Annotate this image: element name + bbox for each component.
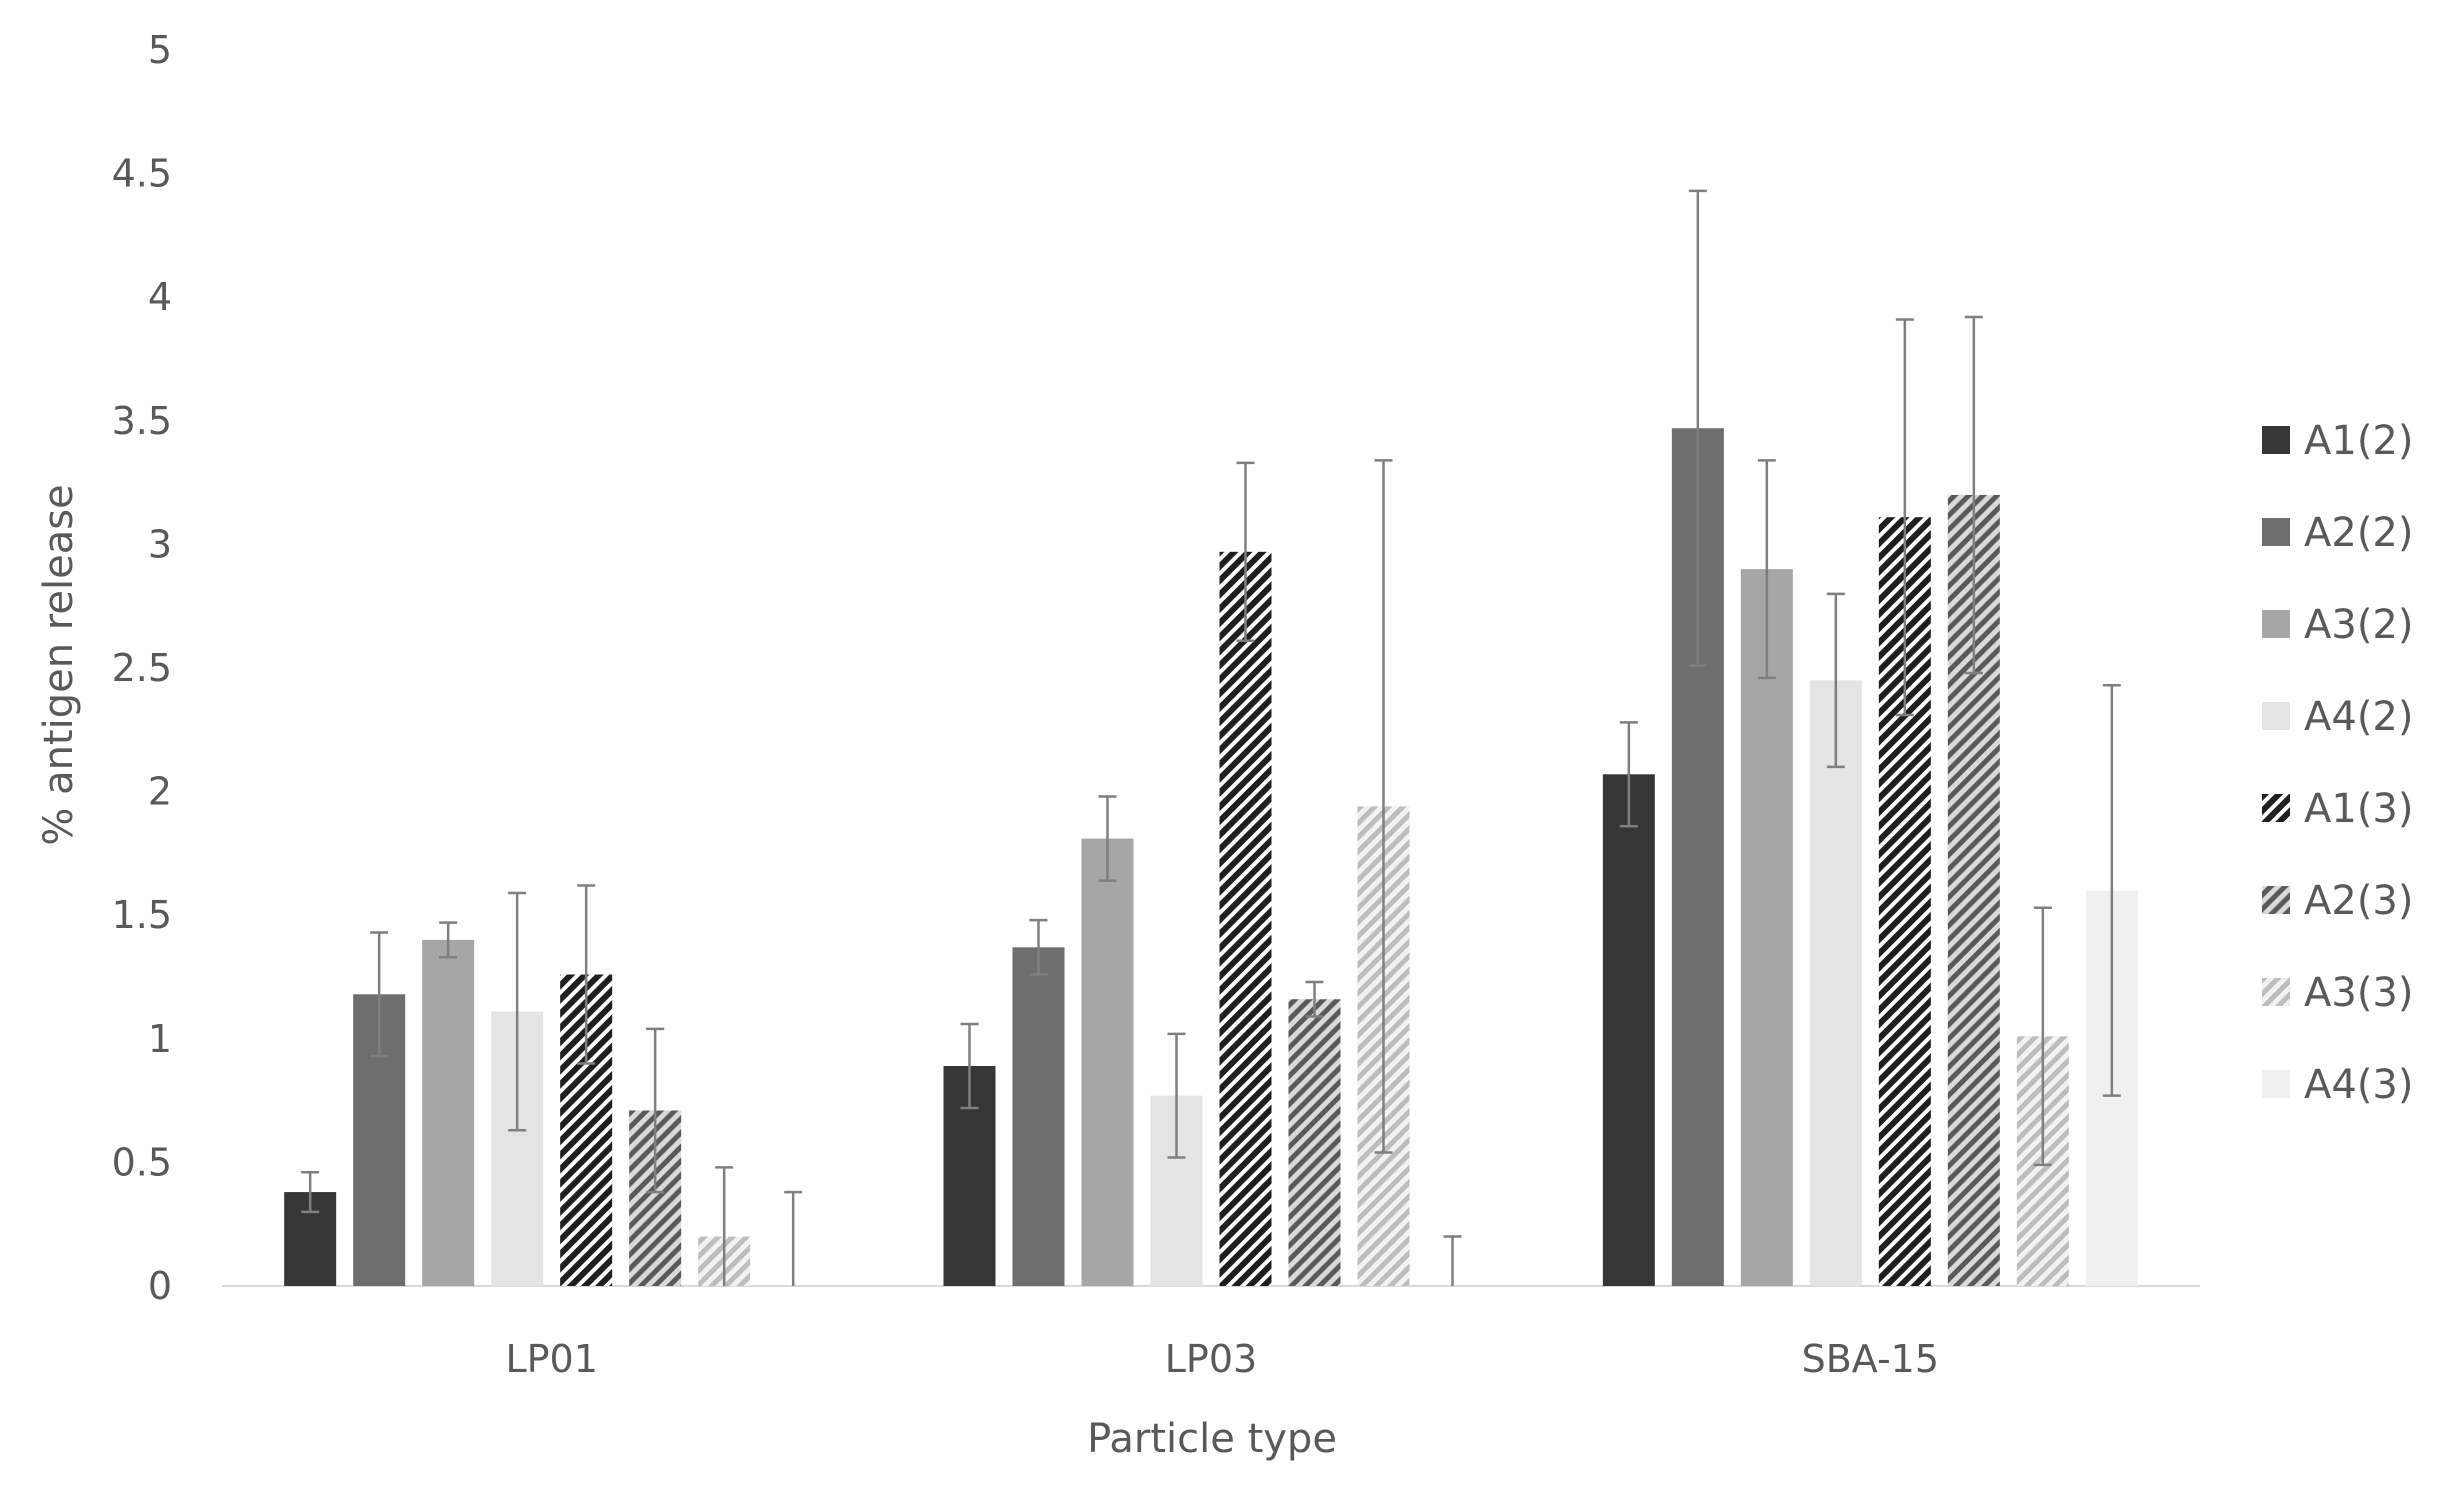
legend-swatch: [2262, 978, 2290, 1006]
error-bars: [301, 189, 2121, 1286]
legend-label: A3(2): [2304, 602, 2413, 648]
error-bar-A4(2)-LP01: [508, 891, 527, 1132]
legend-label: A1(2): [2304, 418, 2413, 464]
error-bar-A4(3)-LP03: [1443, 1235, 1462, 1286]
bar-A3(2)-SBA-15: [1740, 569, 1793, 1286]
error-bar-A2(3)-LP01: [646, 1027, 665, 1194]
y-tick-label: 0.5: [112, 1140, 172, 1184]
legend-swatch: [2262, 794, 2290, 822]
error-bar-A3(2)-SBA-15: [1757, 459, 1776, 680]
y-tick-label: 5: [148, 28, 172, 72]
legend-swatch: [2262, 426, 2290, 454]
legend-swatch: [2262, 886, 2290, 914]
y-tick-label: 2: [148, 770, 172, 814]
y-tick-label: 3: [148, 522, 172, 566]
legend-item: A3(3): [2262, 970, 2413, 1016]
y-axis-tick-labels: 0 0.5 1 1.5 2 2.5 3 3.5 4 4.5 5: [112, 28, 172, 1308]
y-tick-label: 3.5: [112, 399, 172, 443]
y-tick-label: 1.5: [112, 893, 172, 937]
error-bar-A1(3)-SBA-15: [1895, 318, 1914, 717]
legend-item: A4(3): [2262, 1062, 2413, 1108]
legend-item: A3(2): [2262, 602, 2413, 648]
x-axis-title: Particle type: [1087, 1416, 1337, 1462]
y-tick-label: 0: [148, 1264, 172, 1308]
y-tick-label: 4: [148, 275, 172, 319]
error-bar-A4(3)-SBA-15: [2102, 684, 2121, 1097]
legend-swatch: [2262, 1070, 2290, 1098]
legend-swatch: [2262, 518, 2290, 546]
error-bar-A3(3)-LP01: [715, 1166, 734, 1286]
error-bar-A2(2)-SBA-15: [1688, 189, 1707, 667]
y-tick-label: 1: [148, 1017, 172, 1061]
error-bar-A4(2)-LP03: [1167, 1032, 1186, 1159]
legend-item: A4(2): [2262, 694, 2413, 740]
y-axis-title: % antigen release: [36, 484, 82, 845]
legend-label: A2(3): [2304, 878, 2413, 924]
legend-swatch: [2262, 702, 2290, 730]
error-bar-A1(2)-SBA-15: [1619, 721, 1638, 828]
bar-A3(2)-LP03: [1081, 838, 1134, 1286]
legend-item: A2(2): [2262, 510, 2413, 556]
error-bar-A1(3)-LP03: [1236, 461, 1255, 643]
x-tick-label: LP03: [1165, 1337, 1257, 1381]
legend-label: A3(3): [2304, 970, 2413, 1016]
legend-item: A1(2): [2262, 418, 2413, 464]
error-bar-A2(2)-LP03: [1029, 918, 1048, 976]
error-bar-A2(3)-SBA-15: [1964, 315, 1983, 675]
legend: A1(2) A2(2) A3(2) A4(2) A1(3) A2(3) A3(3) A4(3): [2262, 418, 2413, 1108]
y-tick-label: 4.5: [112, 152, 172, 196]
error-bar-A1(3)-LP01: [577, 884, 596, 1065]
legend-label: A4(3): [2304, 1062, 2413, 1108]
legend-label: A1(3): [2304, 786, 2413, 832]
error-bar-A3(3)-SBA-15: [2033, 906, 2052, 1167]
legend-label: A4(2): [2304, 694, 2413, 740]
error-bar-A2(2)-LP01: [370, 931, 389, 1058]
error-bar-A1(2)-LP03: [960, 1022, 979, 1110]
y-tick-label: 2.5: [112, 646, 172, 690]
error-bar-A1(2)-LP01: [301, 1171, 320, 1214]
error-bar-A3(3)-LP03: [1374, 459, 1393, 1154]
legend-item: A1(3): [2262, 786, 2413, 832]
bar-A4(2)-SBA-15: [1809, 680, 1862, 1286]
x-tick-label: SBA-15: [1802, 1337, 1939, 1381]
bar-A1(3)-LP03: [1219, 551, 1272, 1286]
error-bar-A3(2)-LP03: [1098, 795, 1117, 882]
bar-A2(3)-LP03: [1288, 999, 1341, 1286]
bar-A1(2)-SBA-15: [1602, 774, 1655, 1286]
x-axis-tick-labels: LP01 LP03 SBA-15: [505, 1337, 1939, 1381]
error-bar-A4(2)-SBA-15: [1826, 592, 1845, 769]
bar-A2(2)-LP03: [1012, 947, 1065, 1286]
error-bar-A2(3)-LP03: [1305, 980, 1324, 1018]
error-bar-A4(3)-LP01: [784, 1190, 803, 1286]
legend-item: A2(3): [2262, 878, 2413, 924]
x-tick-label: LP01: [505, 1337, 597, 1381]
bar-A3(2)-LP01: [422, 939, 475, 1286]
legend-swatch: [2262, 610, 2290, 638]
error-bar-A3(2)-LP01: [439, 921, 458, 959]
bars: [284, 428, 2138, 1287]
legend-label: A2(2): [2304, 510, 2413, 556]
